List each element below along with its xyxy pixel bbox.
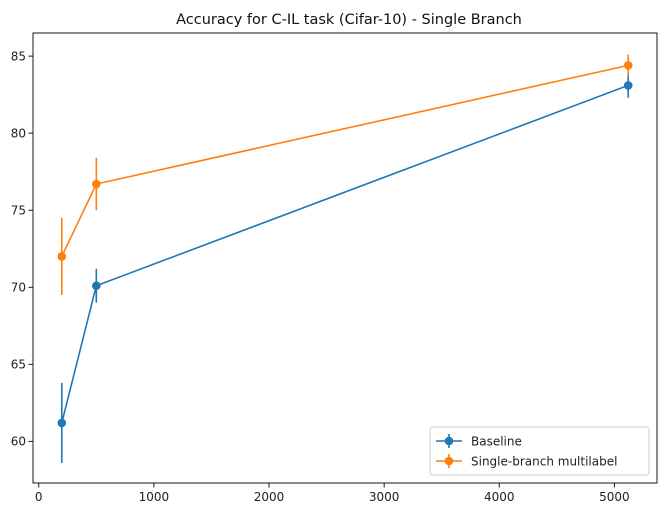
series-line xyxy=(61,64,629,257)
legend-box xyxy=(429,426,650,476)
y-tick-label: 75 xyxy=(11,203,26,217)
series-2 xyxy=(57,54,633,295)
x-tick-label: 4000 xyxy=(484,490,515,504)
legend-marker xyxy=(444,456,454,466)
legend-label: Baseline xyxy=(471,434,522,448)
x-tick-label: 1000 xyxy=(139,490,170,504)
data-point xyxy=(623,61,633,70)
legend-entry: Single-branch multilabel xyxy=(436,454,617,468)
x-tick-label: 3000 xyxy=(369,490,400,504)
plot-area xyxy=(57,54,633,463)
plot-frame xyxy=(32,32,658,484)
y-tick-label: 70 xyxy=(11,280,26,294)
legend-marker xyxy=(444,436,454,446)
y-tick-label: 65 xyxy=(11,358,26,372)
data-point xyxy=(57,252,67,261)
legend: Baseline Single-branch multilabel xyxy=(429,426,650,476)
data-point xyxy=(92,179,101,189)
legend-entry: Baseline xyxy=(436,434,522,448)
x-tick-label: 5000 xyxy=(599,490,630,504)
data-point xyxy=(57,418,67,428)
series-line xyxy=(61,84,629,424)
y-tick-label: 80 xyxy=(11,126,26,140)
data-point xyxy=(92,281,101,291)
legend-label: Single-branch multilabel xyxy=(471,454,617,468)
y-tick-label: 85 xyxy=(11,49,26,63)
axes: 0 1000 2000 3000 4000 5000 60 65 70 75 80 85 xyxy=(11,32,658,504)
x-tick-label: 2000 xyxy=(254,490,285,504)
x-tick-label: 0 xyxy=(35,490,43,504)
series-1 xyxy=(57,73,633,463)
chart-title: Accuracy for C-IL task (Cifar-10) - Sing… xyxy=(176,12,522,28)
data-point xyxy=(623,81,633,90)
y-tick-label: 60 xyxy=(11,435,26,449)
